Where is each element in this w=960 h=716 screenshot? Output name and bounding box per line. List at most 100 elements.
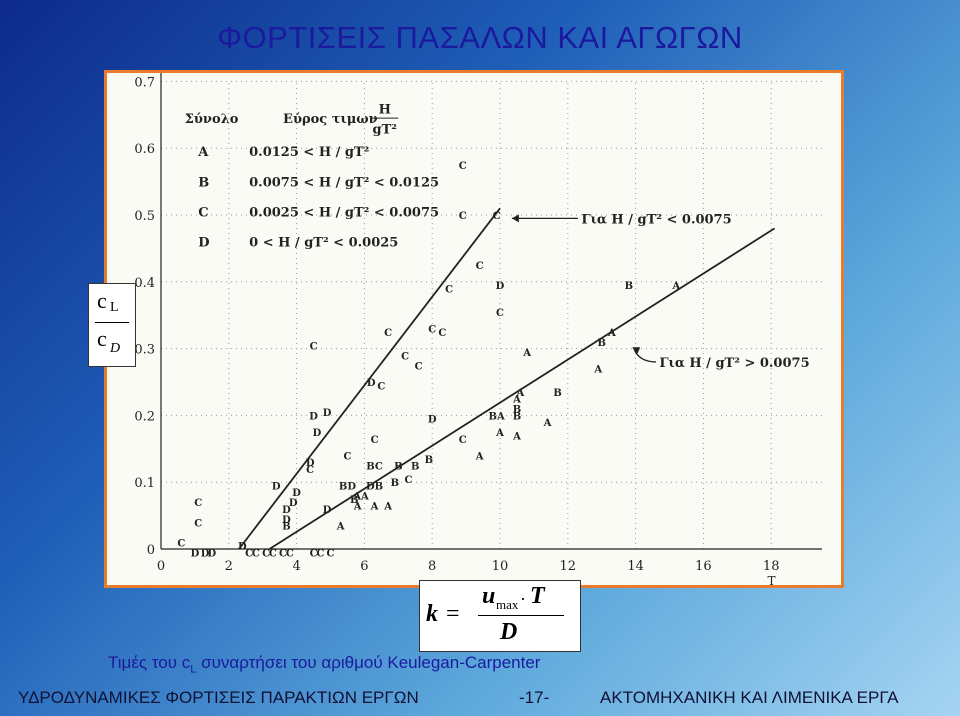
- data-point: C: [377, 381, 385, 392]
- y-tick-label: 0.2: [134, 409, 155, 424]
- y-tick-label: 0.1: [134, 476, 155, 491]
- data-point: D: [272, 482, 281, 493]
- data-point: C: [384, 328, 392, 339]
- data-point: A: [512, 395, 521, 406]
- data-point: B: [513, 411, 521, 422]
- data-point: D: [309, 411, 318, 422]
- legend-symbol: D: [198, 235, 209, 250]
- data-point: C: [310, 548, 318, 559]
- cl-over-cd-label: c L c D: [88, 283, 136, 367]
- caption-sub: L: [190, 663, 197, 676]
- legend-header-right: Εύρος τιμων: [283, 112, 378, 127]
- x-tick-label: 8: [428, 559, 436, 574]
- legend-symbol: C: [198, 205, 208, 220]
- data-point: B: [411, 462, 419, 473]
- formula-T: T: [530, 583, 545, 609]
- data-point: D: [306, 458, 315, 469]
- data-point: C: [279, 548, 287, 559]
- chart-frame: 0 0.1 0.2 0.3 0.4 0.5 0.6 0.7 0 2 4 6 8 10 12 14 16 18 T Γ…: [104, 68, 844, 588]
- figure-caption: Τιμές του cL συναρτήσει του αριθμού Keul…: [108, 653, 540, 675]
- x-tick-label: 14: [627, 559, 644, 574]
- data-point: B: [350, 495, 358, 506]
- data-point: D: [323, 408, 332, 419]
- data-point: C: [177, 538, 185, 549]
- x-tick-label: 12: [560, 559, 577, 574]
- formula-fraction-bar: [478, 615, 564, 616]
- data-point: D: [496, 281, 505, 292]
- y-tick-label: 0.5: [134, 209, 155, 224]
- legend-entry-text: 0.0025 < H / gT² < 0.0075: [249, 205, 439, 220]
- data-point: C: [262, 548, 270, 559]
- data-point: C: [194, 518, 202, 529]
- annotation-label: Για H / gT² > 0.0075: [659, 356, 809, 371]
- data-point: C: [371, 435, 379, 446]
- footer-page-number: -17-: [519, 688, 550, 707]
- ratio-num-sub: L: [110, 300, 119, 315]
- x-tick-label: 4: [292, 559, 300, 574]
- y-tick-label: 0.4: [134, 276, 155, 291]
- x-tick-label: 10: [492, 559, 509, 574]
- data-point: C: [401, 351, 409, 362]
- data-point: A: [543, 418, 552, 429]
- data-point: BC: [366, 462, 383, 473]
- data-point: C: [252, 548, 260, 559]
- data-point: C: [245, 548, 253, 559]
- data-point: C: [459, 161, 467, 172]
- data-point: A: [522, 348, 531, 359]
- formula-eq: =: [446, 601, 460, 627]
- data-point: B: [394, 462, 402, 473]
- data-point: B: [282, 522, 290, 533]
- formula-dot: ·: [520, 589, 526, 609]
- x-axis-letter: T: [768, 574, 776, 585]
- formula-u: u: [482, 583, 496, 609]
- data-point: C: [415, 361, 423, 372]
- data-point: B: [625, 281, 633, 292]
- footer-right: ΑΚΤΟΜΗΧΑΝΙΚΗ ΚΑΙ ΛΙΜΕΝΙΚΑ ΕΡΓΑ: [600, 688, 899, 707]
- formula-lhs: k: [426, 601, 438, 627]
- axis-layer: 0 0.1 0.2 0.3 0.4 0.5 0.6 0.7 0 2 4 6 8 10 12 14 16 18T: [134, 68, 823, 588]
- data-point: C: [459, 435, 467, 446]
- data-point: B: [513, 405, 521, 416]
- legend-entry-text: 0 < H / gT² < 0.0025: [249, 235, 398, 250]
- formula-u-sub: max: [496, 597, 519, 612]
- data-point: A: [607, 328, 616, 339]
- formula-D: D: [500, 619, 518, 645]
- x-tick-label: 16: [695, 559, 712, 574]
- y-tick-label: 0: [147, 543, 155, 558]
- data-point: C: [476, 261, 484, 272]
- data-point: C: [310, 341, 318, 352]
- data-point: D: [238, 542, 247, 553]
- data-point: C: [404, 475, 412, 486]
- data-point: D: [292, 488, 301, 499]
- trend-line-layer: Για H / gT² < 0.0075 Για H / gT² > 0.0075: [238, 207, 810, 550]
- legend-header-left: Σύνολο: [185, 112, 239, 127]
- y-tick-label: 0.6: [134, 142, 155, 157]
- data-point: C: [269, 548, 277, 559]
- data-point: C: [445, 284, 453, 295]
- data-point: C: [438, 328, 446, 339]
- legend-entry-text: 0.0075 < H / gT² < 0.0125: [249, 175, 439, 190]
- data-point: C: [316, 548, 324, 559]
- legend-header-frac-den: gT²: [373, 123, 397, 138]
- data-point: C: [343, 451, 351, 462]
- ratio-den-c: c: [97, 326, 107, 351]
- data-point: C: [306, 465, 314, 476]
- data-point: D: [282, 505, 291, 516]
- y-tick-label: 0.7: [134, 75, 155, 90]
- annotation-arrowhead: [511, 214, 519, 223]
- data-point: A: [671, 281, 680, 292]
- data-point: C: [286, 548, 294, 559]
- annotation-label: Για H / gT² < 0.0075: [581, 212, 731, 227]
- data-point: B: [553, 388, 561, 399]
- data-point: D: [201, 548, 210, 559]
- data-point: A: [336, 522, 345, 533]
- x-tick-label: 0: [157, 559, 165, 574]
- data-point: C: [428, 325, 436, 336]
- annotation-arrowhead: [632, 347, 641, 355]
- data-point: A: [495, 428, 504, 439]
- ratio-num-c: c: [97, 288, 107, 313]
- data-point: B: [391, 478, 399, 489]
- data-point: D: [428, 415, 437, 426]
